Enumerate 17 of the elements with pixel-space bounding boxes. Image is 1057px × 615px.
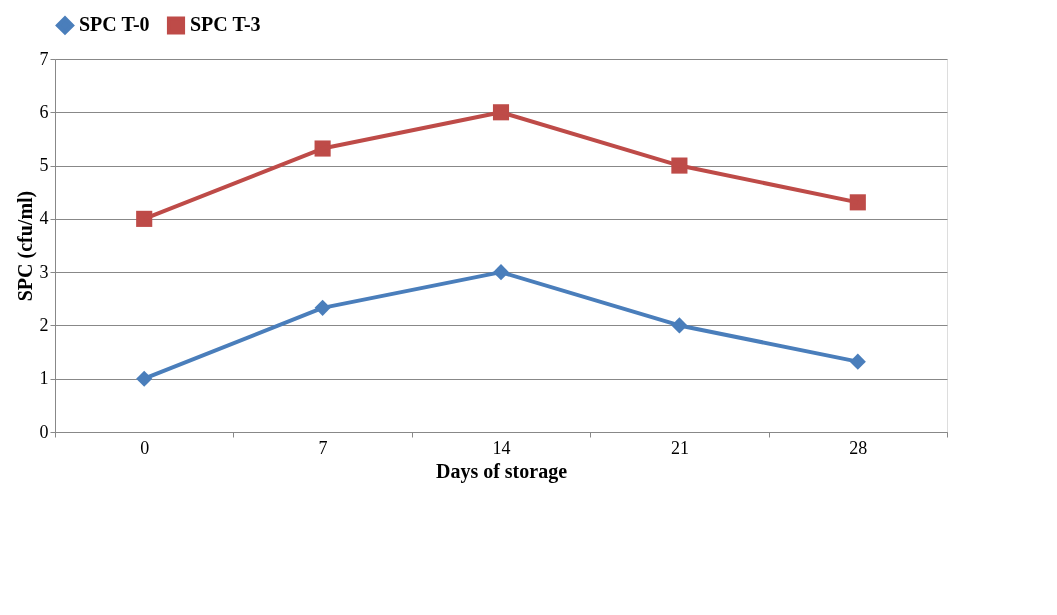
x-tick-label: 0: [140, 437, 150, 458]
y-tick-label: 1: [39, 368, 49, 389]
y-tick-label: 6: [39, 101, 49, 122]
x-tick-label: 14: [492, 437, 511, 458]
x-axis-title: Days of storage: [435, 459, 568, 483]
x-tick-label: 28: [849, 437, 868, 458]
x-tick-label: 21: [670, 437, 689, 458]
y-tick-label: 0: [39, 421, 49, 442]
y-tick-label: 4: [39, 208, 49, 229]
y-tick-label: 7: [39, 48, 49, 69]
legend-label: SPC T-3: [190, 13, 261, 36]
y-axis-title: SPC (cfu/ml): [13, 190, 37, 302]
legend-label: SPC T-0: [79, 13, 150, 36]
y-tick-label: 5: [39, 155, 49, 176]
x-tick-label: 7: [318, 437, 328, 458]
y-tick-label: 2: [39, 314, 49, 335]
y-tick-label: 3: [39, 261, 49, 282]
